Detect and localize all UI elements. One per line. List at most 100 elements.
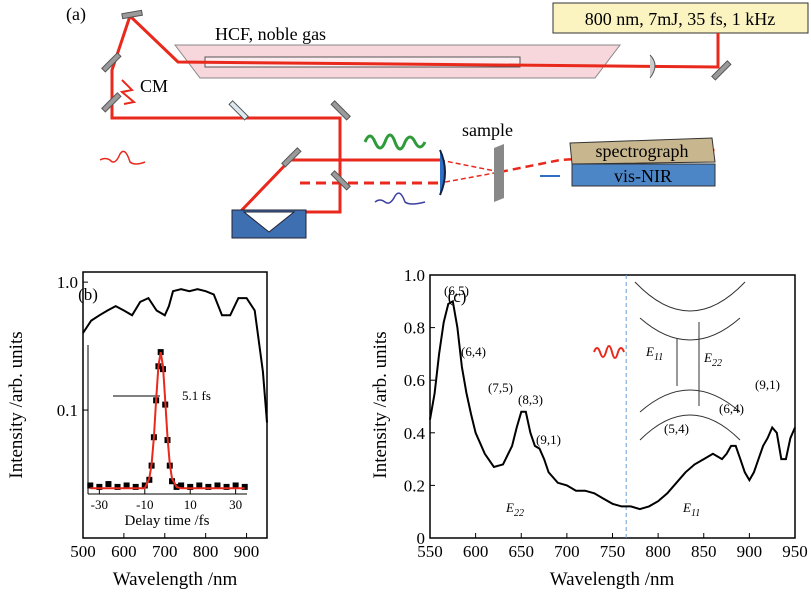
x-tick-label: 900 [737, 542, 763, 561]
x-tick-label: -10 [136, 497, 153, 512]
band [634, 281, 746, 312]
x-tick-label: 10 [184, 497, 197, 512]
x-axis-label: Wavelength /nm [113, 569, 238, 590]
data-line [82, 288, 268, 423]
peak-label: (6,4) [719, 401, 744, 416]
y-axis-label: Intensity /arb. units [370, 331, 391, 478]
y-tick-label: 1.0 [57, 273, 78, 292]
data-point [105, 481, 112, 488]
x-tick-label: 600 [463, 542, 489, 561]
cm-label: CM [140, 76, 168, 96]
cm-beam [119, 79, 137, 105]
x-tick-label: 850 [691, 542, 717, 561]
data-point [141, 482, 148, 489]
x-tick-label: 600 [111, 542, 137, 561]
x-tick-label: 500 [70, 542, 96, 561]
pump-pulse [363, 133, 427, 151]
sample-label: sample [462, 120, 513, 140]
x-axis-label: Wavelength /nm [550, 569, 675, 590]
spectrograph-label: spectrograph [596, 141, 689, 161]
subscript: 22 [712, 358, 722, 369]
peak-label: (6,5) [444, 283, 469, 298]
panel-label: (b) [78, 285, 98, 304]
signal-beam [499, 148, 716, 174]
band [639, 414, 741, 441]
compressed-pulse [99, 150, 146, 165]
x-tick-label: 750 [600, 542, 626, 561]
x-tick-label: 800 [193, 542, 219, 561]
energy-label: E22 [505, 500, 524, 519]
x-tick-label: 950 [782, 542, 808, 561]
panel-label: (c) [448, 287, 467, 306]
pulse-icon [593, 345, 625, 359]
y-tick-label: 0.4 [404, 424, 426, 443]
y-tick-label: 0.1 [57, 401, 78, 420]
spectrograph-box [569, 137, 716, 165]
data-point [187, 483, 194, 490]
x-tick-label: 900 [234, 542, 260, 561]
plot-frame [82, 271, 268, 539]
data-line [429, 299, 796, 511]
x-tick-label: 550 [417, 542, 443, 561]
y-tick-label: 0 [417, 529, 426, 548]
x-axis-label: Delay time /fs [125, 513, 210, 529]
peak-label: (9,1) [755, 377, 780, 392]
panel-decor [113, 281, 746, 441]
laser-box [552, 2, 809, 34]
setup-diagram: (a) 800 nm, 7mJ, 35 fs, 1 kHz HCF, noble… [66, 2, 809, 239]
symbol: E [505, 500, 514, 515]
peak-label: (6,4) [461, 344, 486, 359]
energy-label: E11 [645, 344, 663, 363]
y-tick-label: 0.8 [404, 319, 425, 338]
y-tick-label: 0.2 [404, 476, 425, 495]
data-point [232, 482, 239, 489]
symbol: E [703, 350, 712, 365]
data-point [223, 483, 230, 490]
detector-box [571, 163, 716, 187]
x-tick-label: 700 [554, 542, 580, 561]
data-point [169, 478, 176, 485]
fwhm-label: 5.1 fs [182, 388, 211, 403]
data-point [178, 482, 185, 489]
data-point [96, 483, 103, 490]
y-tick-label: 1.0 [404, 266, 425, 285]
symbol: E [682, 500, 691, 515]
laser-label: 800 nm, 7mJ, 35 fs, 1 kHz [585, 9, 776, 29]
y-tick-label: 0.6 [404, 371, 425, 390]
peak-label: (9,1) [536, 432, 561, 447]
energy-labels: E22 E11 E11 E22 [505, 344, 722, 519]
fiber-label: HCF, noble gas [215, 24, 326, 44]
data-point [205, 483, 212, 490]
focus [439, 159, 501, 184]
band [639, 317, 741, 341]
data-point [132, 483, 139, 490]
data-point [196, 482, 203, 489]
energy-label: E22 [703, 350, 722, 369]
subscript: 22 [514, 508, 524, 519]
focus-lens [439, 149, 446, 196]
x-tick-label: 700 [152, 542, 178, 561]
input-lens [649, 54, 656, 79]
panel-label: (a) [66, 4, 86, 25]
mirrors [101, 9, 732, 191]
data-point [114, 483, 121, 490]
energy-label: E11 [682, 500, 700, 519]
x-tick-label: 650 [509, 542, 535, 561]
data-point [214, 482, 221, 489]
data-point [87, 482, 94, 489]
peak-label: (7,5) [488, 380, 513, 395]
subscript: 11 [654, 352, 663, 363]
peak-label: (5,4) [664, 421, 689, 436]
band [639, 389, 741, 413]
beamsplitter [228, 100, 249, 121]
peak-label: (8,3) [518, 392, 543, 407]
x-tick-label: 800 [645, 542, 671, 561]
detector-label: vis-NIR [614, 166, 672, 186]
symbol: E [645, 344, 654, 359]
data-point [241, 483, 248, 490]
y-axis-label: Intensity /arb. units [6, 331, 27, 478]
subscript: 11 [691, 508, 700, 519]
x-tick-label: 30 [229, 497, 242, 512]
x-tick-label: -30 [91, 497, 108, 512]
